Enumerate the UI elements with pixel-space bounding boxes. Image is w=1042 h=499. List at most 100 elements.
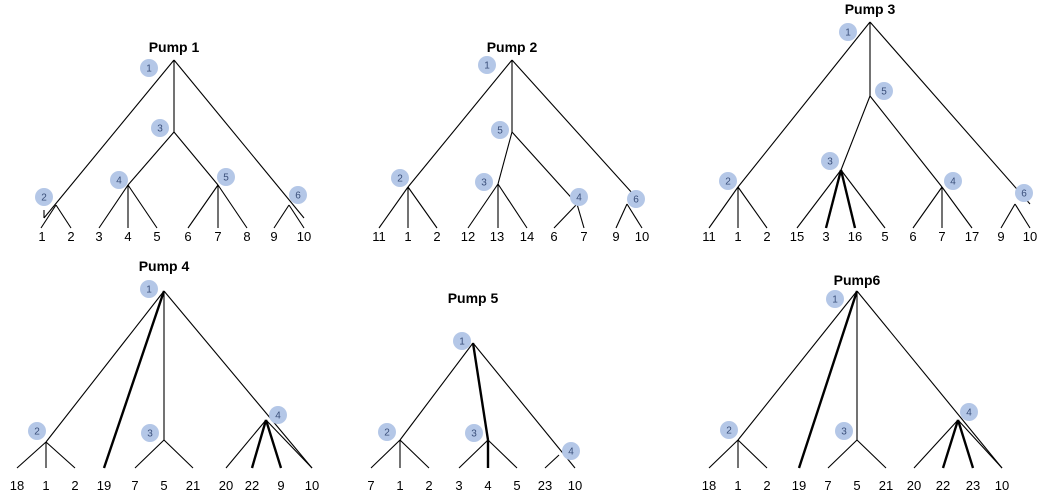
badge-label: 1 xyxy=(146,285,152,296)
badge-label: 2 xyxy=(726,426,732,437)
tree-edge xyxy=(458,439,489,469)
badge-circle xyxy=(217,168,235,186)
leaf-label: 11 xyxy=(702,229,716,244)
leaf-label: 22 xyxy=(936,478,950,493)
badge-circle xyxy=(875,82,893,100)
leaf-label: 1 xyxy=(38,229,45,244)
leaf-label: 21 xyxy=(186,478,200,493)
leaf-label: 13 xyxy=(490,229,504,244)
tree-edge xyxy=(127,131,175,186)
leaf-label: 9 xyxy=(277,478,284,493)
tree-edge xyxy=(1000,203,1016,229)
tree-edge xyxy=(467,183,499,229)
tree-edge-bold xyxy=(102,290,166,469)
leaf-label: 4 xyxy=(484,478,491,493)
leaf-label: 8 xyxy=(243,229,250,244)
badge-label: 4 xyxy=(568,447,574,458)
tree-edge xyxy=(45,290,165,443)
tree-edge xyxy=(840,95,871,171)
badge-circle xyxy=(141,424,159,442)
leaf-label: 6 xyxy=(909,229,916,244)
leaf-label: 12 xyxy=(461,229,475,244)
leaf-label: 3 xyxy=(455,478,462,493)
badge-label: 2 xyxy=(384,428,390,439)
leaf-label: 19 xyxy=(97,478,111,493)
leaf-label: 1 xyxy=(404,229,411,244)
badge-label: 2 xyxy=(397,174,403,185)
leaf-label: 5 xyxy=(160,478,167,493)
badge-circle xyxy=(478,56,496,74)
node-badge: 3 xyxy=(821,152,839,170)
badge-label: 6 xyxy=(633,195,639,206)
node-badge: 5 xyxy=(491,121,509,139)
badge-circle xyxy=(562,442,580,460)
node-badge: 2 xyxy=(35,188,53,206)
tree-edge xyxy=(957,419,1003,469)
leaf-label: 17 xyxy=(965,229,979,244)
badge-circle xyxy=(1015,184,1033,202)
pump-tree-1: Pump 1 1 2 3 4 5 6 1 2 3 4 5 6 7 8 9 10 xyxy=(35,39,311,244)
leaf-label: 9 xyxy=(270,229,277,244)
node-badge: 1 xyxy=(140,59,158,77)
leaf-label: 6 xyxy=(550,229,557,244)
badge-circle xyxy=(960,403,978,421)
node-badge: 4 xyxy=(562,442,580,460)
badge-label: 2 xyxy=(725,177,731,188)
leaf-label: 4 xyxy=(124,229,131,244)
badge-circle xyxy=(378,423,396,441)
leaf-label: 9 xyxy=(612,229,619,244)
tree-edge xyxy=(399,439,430,469)
badge-label: 1 xyxy=(484,61,490,72)
tree-edge xyxy=(43,59,175,219)
leaf-label: 16 xyxy=(848,229,862,244)
tree-edge xyxy=(840,169,886,229)
node-badge: 4 xyxy=(110,171,128,189)
badge-circle xyxy=(570,188,588,206)
node-badge: 2 xyxy=(719,172,737,190)
node-badge: 1 xyxy=(453,332,471,350)
tree-edge xyxy=(98,184,129,229)
badge-circle xyxy=(151,119,169,137)
tree-edge xyxy=(708,439,739,469)
leaf-label: 5 xyxy=(853,478,860,493)
leaf-label: 7 xyxy=(938,229,945,244)
tree-edge xyxy=(941,186,973,229)
leaf-label: 11 xyxy=(372,229,386,244)
leaf-label: 15 xyxy=(790,229,804,244)
node-badge: 1 xyxy=(839,23,857,41)
tree-edge xyxy=(497,131,513,185)
leaf-label: 14 xyxy=(520,229,534,244)
tree-edge xyxy=(225,419,267,469)
leaf-label: 5 xyxy=(153,229,160,244)
node-badge: 6 xyxy=(627,190,645,208)
leaf-label: 20 xyxy=(907,478,921,493)
tree-title: Pump 3 xyxy=(845,1,896,17)
node-badge: 2 xyxy=(378,423,396,441)
tree-edge xyxy=(45,441,76,469)
tree-edge xyxy=(370,439,401,469)
leaf-label: 10 xyxy=(1023,229,1037,244)
node-badge: 3 xyxy=(465,424,483,442)
tree-edge xyxy=(544,454,560,469)
tree-edge xyxy=(16,441,47,469)
badge-circle xyxy=(35,188,53,206)
badge-label: 1 xyxy=(146,64,152,75)
badge-label: 2 xyxy=(34,427,40,438)
tree-edge xyxy=(378,186,409,229)
leaf-label: 23 xyxy=(966,478,980,493)
leaf-label: 2 xyxy=(71,478,78,493)
node-badge: 4 xyxy=(944,172,962,190)
badge-label: 6 xyxy=(295,191,301,202)
tree-edge xyxy=(576,203,585,229)
badge-circle xyxy=(835,422,853,440)
badge-label: 4 xyxy=(576,193,582,204)
tree-edge xyxy=(399,342,474,441)
tree-title: Pump 4 xyxy=(139,258,190,274)
leaf-label: 1 xyxy=(396,478,403,493)
badge-label: 2 xyxy=(41,193,47,204)
leaf-label: 10 xyxy=(305,478,319,493)
badge-circle xyxy=(944,172,962,190)
badge-label: 3 xyxy=(471,429,477,440)
node-badge: 4 xyxy=(269,406,287,424)
